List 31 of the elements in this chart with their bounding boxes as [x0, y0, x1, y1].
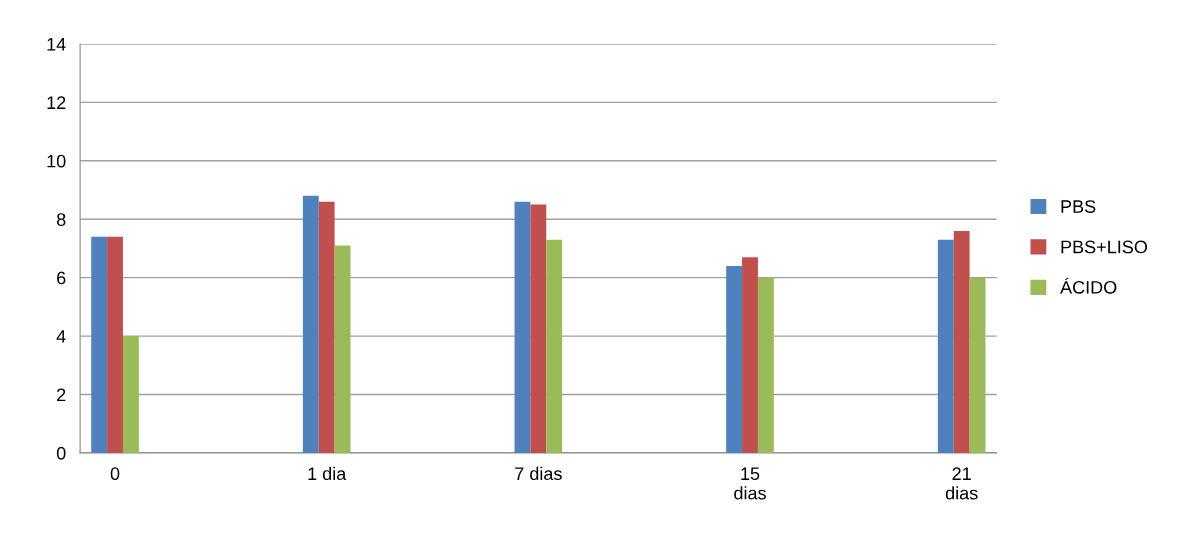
bar [530, 204, 547, 453]
y-tick-label: 10 [47, 154, 66, 168]
bar [937, 239, 954, 453]
bar [91, 236, 108, 453]
bar [969, 277, 986, 453]
y-tick-label: 0 [56, 446, 66, 460]
legend-label: PBS+LISO [1061, 240, 1148, 254]
y-tick-label: 2 [57, 388, 66, 402]
y-tick-label: 8 [56, 213, 66, 226]
bar [757, 277, 774, 453]
bar [122, 336, 139, 453]
x-tick-label: 21 dias [945, 467, 978, 500]
x-tick-label: 7 dias [515, 466, 562, 481]
bar [742, 257, 758, 453]
bar [318, 201, 335, 453]
bar [726, 265, 743, 453]
bar [514, 201, 531, 453]
bar [107, 236, 123, 453]
x-tick-label: 15 dias [734, 467, 766, 500]
bar [334, 245, 351, 453]
bar [302, 195, 319, 453]
y-tick-label: 4 [56, 330, 66, 343]
y-tick-label: 6 [57, 271, 66, 285]
x-tick-label: 0 [110, 467, 120, 481]
y-tick-label: 12 [47, 96, 66, 109]
y-tick-label: 14 [47, 38, 66, 51]
bar [546, 239, 563, 453]
legend-label: PBS [1061, 200, 1096, 213]
legend-label: ÁCIDO [1060, 277, 1117, 294]
bar [953, 230, 970, 453]
x-tick-label: 1 dia [308, 466, 347, 481]
